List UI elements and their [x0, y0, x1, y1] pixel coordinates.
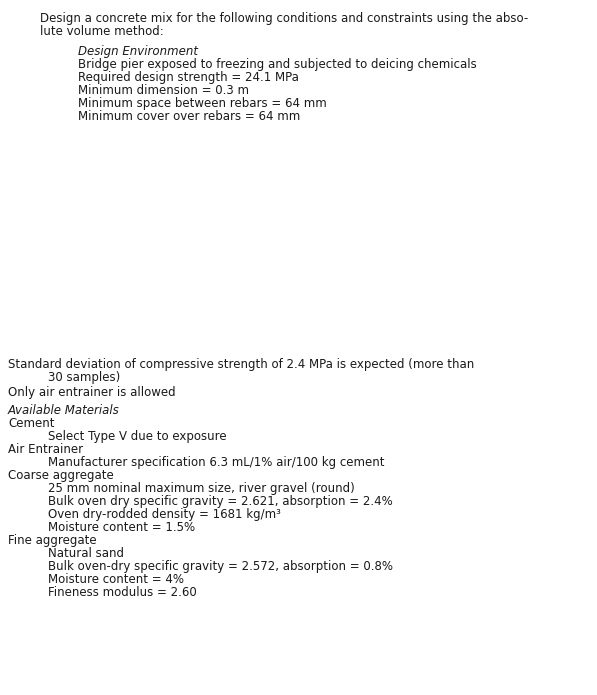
Text: Moisture content = 1.5%: Moisture content = 1.5%: [48, 521, 195, 534]
Text: Fine aggregate: Fine aggregate: [8, 534, 97, 547]
Text: Minimum space between rebars = 64 mm: Minimum space between rebars = 64 mm: [78, 97, 327, 110]
Text: lute volume method:: lute volume method:: [40, 25, 164, 38]
Text: Design Environment: Design Environment: [78, 45, 198, 58]
Text: Fineness modulus = 2.60: Fineness modulus = 2.60: [48, 586, 197, 599]
Text: Minimum dimension = 0.3 m: Minimum dimension = 0.3 m: [78, 84, 249, 97]
Text: Standard deviation of compressive strength of 2.4 MPa is expected (more than: Standard deviation of compressive streng…: [8, 358, 474, 371]
Text: Air Entrainer: Air Entrainer: [8, 443, 83, 456]
Text: Design a concrete mix for the following conditions and constraints using the abs: Design a concrete mix for the following …: [40, 12, 528, 25]
Text: Bridge pier exposed to freezing and subjected to deicing chemicals: Bridge pier exposed to freezing and subj…: [78, 58, 477, 71]
Text: 30 samples): 30 samples): [48, 371, 120, 384]
Text: Natural sand: Natural sand: [48, 547, 124, 560]
Text: 25 mm nominal maximum size, river gravel (round): 25 mm nominal maximum size, river gravel…: [48, 482, 355, 495]
Text: Only air entrainer is allowed: Only air entrainer is allowed: [8, 386, 176, 399]
Text: Minimum cover over rebars = 64 mm: Minimum cover over rebars = 64 mm: [78, 110, 300, 123]
Text: Required design strength = 24.1 MPa: Required design strength = 24.1 MPa: [78, 71, 299, 84]
Text: Moisture content = 4%: Moisture content = 4%: [48, 573, 184, 586]
Text: Manufacturer specification 6.3 mL/1% air/100 kg cement: Manufacturer specification 6.3 mL/1% air…: [48, 456, 384, 469]
Text: Select Type V due to exposure: Select Type V due to exposure: [48, 430, 227, 443]
Text: Cement: Cement: [8, 417, 54, 430]
Text: Oven dry-rodded density = 1681 kg/m³: Oven dry-rodded density = 1681 kg/m³: [48, 508, 281, 521]
Text: Available Materials: Available Materials: [8, 404, 120, 417]
Text: Bulk oven-dry specific gravity = 2.572, absorption = 0.8%: Bulk oven-dry specific gravity = 2.572, …: [48, 560, 393, 573]
Text: Coarse aggregate: Coarse aggregate: [8, 469, 114, 482]
Text: Bulk oven dry specific gravity = 2.621, absorption = 2.4%: Bulk oven dry specific gravity = 2.621, …: [48, 495, 393, 508]
